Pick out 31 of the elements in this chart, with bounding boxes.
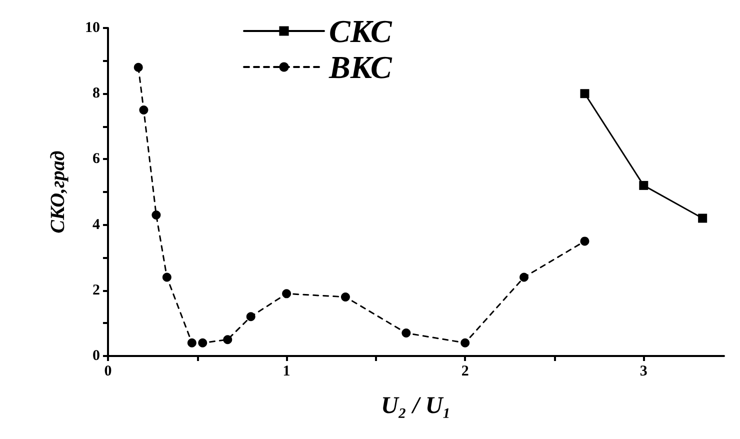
point — [246, 312, 256, 322]
point — [134, 62, 143, 72]
legend-label: СКС — [329, 13, 393, 49]
point — [187, 338, 196, 348]
point — [639, 180, 648, 190]
point — [162, 272, 172, 282]
point — [520, 272, 529, 282]
x-axis-title: U₂ / U₁ — [380, 393, 452, 419]
x-tick-label: 1 — [282, 364, 290, 380]
x-tick-label: 2 — [461, 364, 469, 380]
point — [580, 89, 590, 98]
point — [198, 338, 208, 348]
point — [152, 210, 161, 220]
y-tick-label: 8 — [92, 86, 100, 102]
point — [223, 335, 232, 344]
point — [282, 289, 292, 298]
y-tick-label: 4 — [92, 216, 100, 233]
x-tick-label: 0 — [104, 364, 112, 380]
point — [460, 338, 470, 348]
point — [139, 106, 148, 114]
y-tick-label: 0 — [92, 348, 100, 364]
y-tick-label: 2 — [92, 282, 100, 298]
legend-label: ВКС — [328, 49, 393, 85]
y-tick-label: 6 — [92, 151, 100, 168]
point — [402, 328, 411, 338]
point — [580, 236, 590, 246]
y-axis-title: СКО,град — [47, 150, 69, 234]
y-tick-label: 10 — [85, 20, 100, 36]
x-tick-label: 3 — [640, 364, 648, 380]
point — [340, 292, 350, 302]
point — [698, 214, 708, 223]
